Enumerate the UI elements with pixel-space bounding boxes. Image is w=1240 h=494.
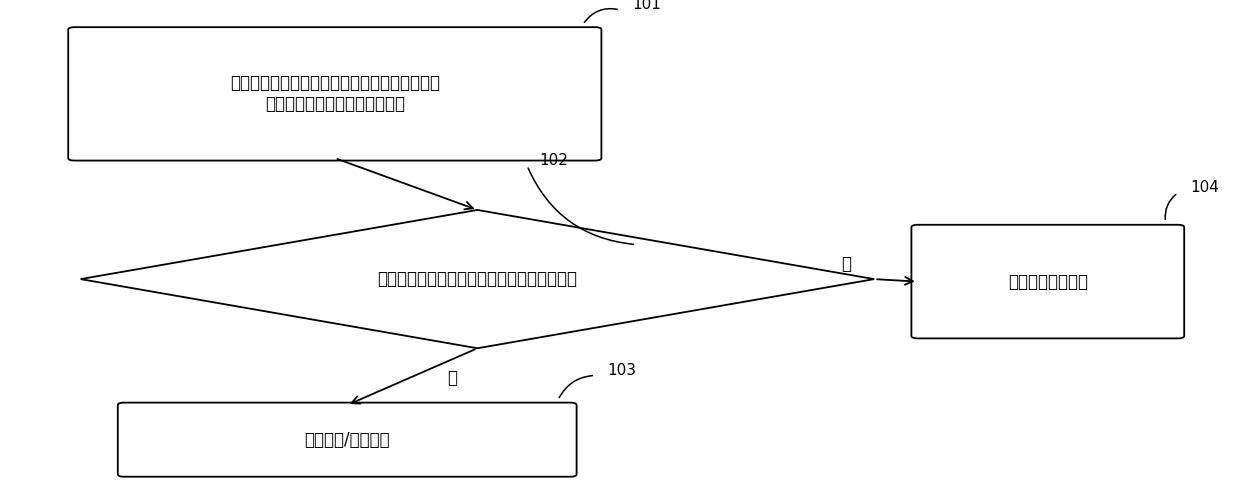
Text: 102: 102 bbox=[539, 153, 568, 168]
FancyArrowPatch shape bbox=[559, 375, 593, 398]
Polygon shape bbox=[81, 210, 874, 348]
Text: 实时检测电网的电压信号、电流信号，并进行参
考电压零点、参考电流零点提取: 实时检测电网的电压信号、电流信号，并进行参 考电压零点、参考电流零点提取 bbox=[229, 75, 440, 113]
FancyArrowPatch shape bbox=[528, 168, 634, 244]
Text: 否: 否 bbox=[841, 255, 852, 273]
Text: 执行故障处理操作: 执行故障处理操作 bbox=[1008, 273, 1087, 290]
Text: 101: 101 bbox=[632, 0, 661, 12]
FancyArrowPatch shape bbox=[584, 9, 618, 22]
FancyBboxPatch shape bbox=[68, 27, 601, 161]
FancyBboxPatch shape bbox=[118, 403, 577, 477]
Text: 接收并检测动作指令，判断是否符合动作要求: 接收并检测动作指令，判断是否符合动作要求 bbox=[377, 270, 578, 288]
FancyArrowPatch shape bbox=[1166, 194, 1176, 219]
Text: 104: 104 bbox=[1190, 180, 1219, 195]
Text: 103: 103 bbox=[608, 363, 636, 378]
Text: 是: 是 bbox=[448, 369, 458, 387]
FancyBboxPatch shape bbox=[911, 225, 1184, 338]
Text: 执行合闸/分闸操作: 执行合闸/分闸操作 bbox=[304, 431, 391, 449]
